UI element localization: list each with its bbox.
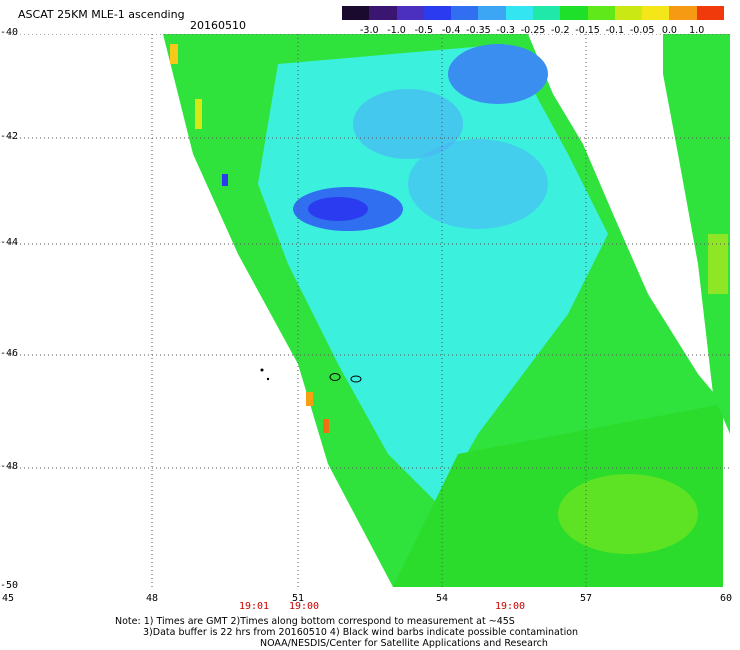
blue-patch-core xyxy=(308,197,368,221)
colorbar-segment xyxy=(505,6,533,20)
colorbar-tick-label: -0.25 xyxy=(520,25,546,36)
colorbar-segment xyxy=(478,6,506,20)
note-line-3: NOAA/NESDIS/Center for Satellite Applica… xyxy=(260,638,548,649)
colorbar-segment xyxy=(642,6,670,20)
colorbar-tick-label: -0.35 xyxy=(466,25,491,36)
colorbar xyxy=(342,6,724,20)
colorbar-segment xyxy=(342,6,370,20)
colorbar-segment xyxy=(369,6,397,20)
island-contour-1 xyxy=(329,373,341,381)
lon-label-54: 54 xyxy=(435,593,449,604)
edge-yellow-2 xyxy=(195,99,202,129)
yellow-green-patch xyxy=(558,474,698,554)
colorbar-segment xyxy=(696,6,724,20)
lon-label-45: 45 xyxy=(1,593,15,604)
lat-label-46: -46 xyxy=(0,348,19,359)
lon-label-51: 51 xyxy=(291,593,305,604)
lat-gridlines xyxy=(8,34,730,469)
colorbar-tick-label: -0.5 xyxy=(414,25,434,36)
note-line-2: 3)Data buffer is 22 hrs from 20160510 4)… xyxy=(143,627,579,638)
lon-gridlines xyxy=(151,34,587,587)
wind-map xyxy=(8,34,730,587)
time-label-1: 19:01 xyxy=(238,601,270,612)
colorbar-segment xyxy=(423,6,452,20)
lat-label-48: -48 xyxy=(0,461,19,472)
colorbar-segment xyxy=(669,6,697,20)
colorbar-tick-label: -0.05 xyxy=(629,25,655,36)
lon-label-60: 60 xyxy=(719,593,733,604)
colorbar-tick-label: -0.2 xyxy=(551,25,570,36)
colorbar-tick-label: -0.1 xyxy=(605,25,625,36)
light-blue-patch-2 xyxy=(353,89,463,159)
island-dot xyxy=(260,368,264,372)
colorbar-tick-label: -0.15 xyxy=(575,25,600,36)
island-dot-2 xyxy=(266,377,270,381)
lon-label-48: 48 xyxy=(145,593,159,604)
colorbar-tick-label: 1.0 xyxy=(689,25,705,36)
colorbar-segment xyxy=(560,6,588,20)
colorbar-segment xyxy=(614,6,643,20)
note-line-1: Note: 1) Times are GMT 2)Times along bot… xyxy=(115,616,515,627)
product-date: 20160510 xyxy=(190,19,246,32)
colorbar-segment xyxy=(587,6,615,20)
lat-label-50: -50 xyxy=(0,580,19,591)
colorbar-tick-label: -3.0 xyxy=(360,25,379,36)
edge-orange-spot-2 xyxy=(323,419,329,433)
colorbar-segment xyxy=(396,6,424,20)
edge-blue-spot xyxy=(222,174,228,186)
colorbar-tick-label: -0.4 xyxy=(441,25,461,36)
colorbar-segment xyxy=(451,6,479,20)
edge-yellow-1 xyxy=(170,44,178,64)
product-title: ASCAT 25KM MLE-1 ascending xyxy=(18,8,185,21)
island-contour-2 xyxy=(350,375,362,383)
colorbar-tick-label: 0.0 xyxy=(661,25,677,36)
lon-label-57: 57 xyxy=(579,593,593,604)
lat-label-44: -44 xyxy=(0,237,19,248)
colorbar-tick-label: -1.0 xyxy=(387,25,406,36)
lat-label-40: -40 xyxy=(0,27,19,38)
east-yellow xyxy=(708,234,728,294)
swath-east xyxy=(663,34,730,434)
light-blue-patch xyxy=(408,139,548,229)
edge-orange-spot xyxy=(306,392,313,406)
blue-patch-north xyxy=(448,44,548,104)
time-label-3: 19:00 xyxy=(494,601,526,612)
colorbar-segment xyxy=(532,6,561,20)
lat-label-42: -42 xyxy=(0,131,19,142)
time-label-2: 19:00 xyxy=(288,601,320,612)
colorbar-tick-label: -0.3 xyxy=(496,25,515,36)
